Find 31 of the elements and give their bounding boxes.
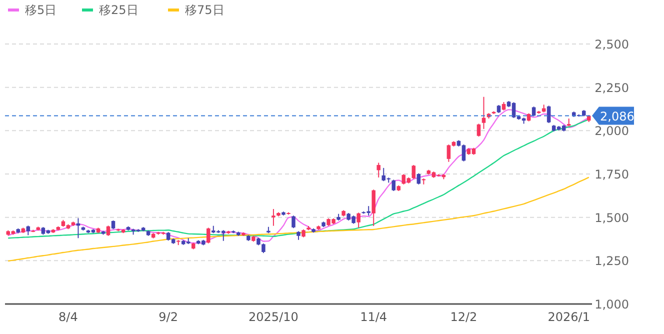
y-tick-label: 1,000: [594, 298, 629, 312]
candlestick: [372, 189, 376, 226]
x-tick-label: 11/4: [360, 310, 388, 324]
y-tick-label: 1,500: [594, 210, 629, 225]
x-tick-label: 2025/10: [248, 310, 298, 324]
candlestick: [376, 162, 380, 178]
y-tick-label: 1,750: [594, 168, 629, 182]
x-tick-label: 8/4: [58, 310, 78, 324]
line-series: [8, 176, 590, 262]
x-tick-label: 12/2: [450, 310, 478, 324]
legend-label: 移75日: [185, 3, 224, 17]
candlestick: [292, 215, 296, 229]
candlestick: [532, 106, 536, 117]
x-tick-label: 2026/1: [548, 310, 590, 324]
candlestick: [206, 227, 210, 244]
candlestick: [272, 208, 276, 226]
candlestick: [412, 164, 416, 180]
candlestick: [482, 96, 486, 130]
y-tick-label: 2,500: [594, 38, 629, 52]
candlestick: [416, 172, 421, 185]
candlestick: [546, 105, 551, 124]
legend-label: 移25日: [99, 3, 138, 17]
candlestick: [476, 123, 481, 138]
y-tick-label: 2,250: [594, 80, 629, 95]
candlestick: [356, 212, 360, 228]
candlestick: [392, 179, 396, 192]
ref-line-label: 2,086: [600, 109, 634, 124]
x-tick-label: 9/2: [158, 310, 178, 324]
y-tick-label: 2,000: [594, 124, 629, 138]
legend-label: 移5日: [25, 3, 57, 17]
y-tick-label: 1,250: [594, 254, 629, 268]
